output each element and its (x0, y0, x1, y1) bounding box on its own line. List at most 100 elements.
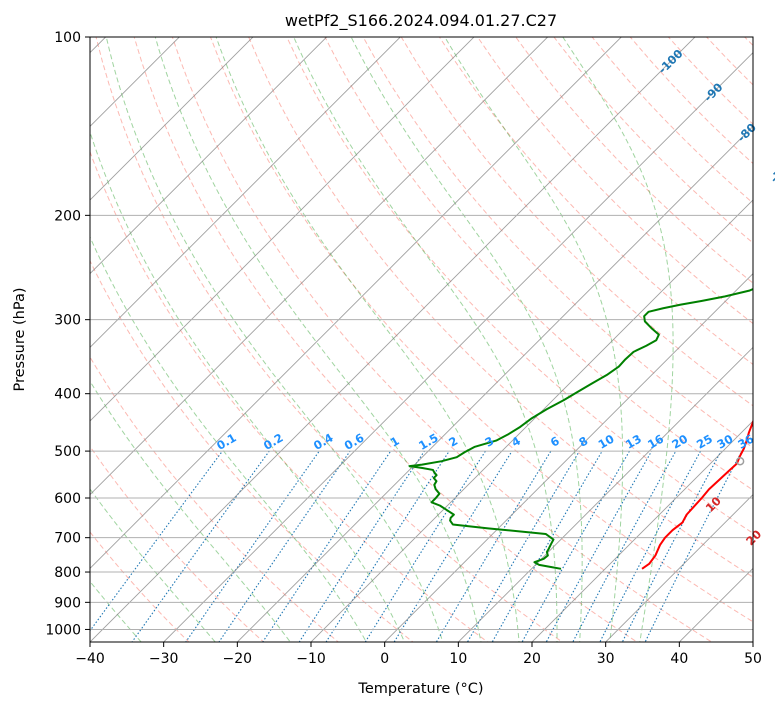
y-tick-label: 800 (54, 565, 81, 581)
dry-adiabat (90, 445, 265, 642)
mixing-ratio-line (621, 450, 722, 642)
moist-adiabat (90, 488, 216, 642)
mixing-ratio-line (262, 450, 392, 642)
plot-frame (89, 36, 754, 643)
dry-adiabat (362, 37, 753, 449)
isotherm-line (457, 346, 753, 642)
moist-adiabat (154, 37, 482, 642)
mixing-ratio-label: 30 (715, 432, 736, 452)
dry-adiabat (209, 37, 753, 623)
isotherm-line (163, 52, 753, 642)
x-tick-label: −30 (149, 651, 179, 667)
x-tick-label: 10 (449, 651, 467, 667)
mixing-ratio-label: 20 (669, 432, 690, 452)
moist-adiabat (562, 37, 674, 642)
mixing-ratio-label: 0.4 (311, 430, 336, 452)
x-tick-label: −40 (75, 651, 105, 667)
mixing-ratio-line (545, 450, 653, 642)
dry-adiabat (705, 37, 753, 86)
moist-adiabat (90, 235, 367, 642)
moist-adiabat (90, 380, 291, 642)
moist-adiabat (90, 130, 406, 642)
pressure-gridlines (90, 37, 753, 630)
isotherm-line (90, 37, 622, 569)
x-axis-title: Temperature (°C) (357, 681, 483, 697)
mixing-ratio-label: 1.5 (416, 430, 441, 452)
lcl-marker (735, 456, 745, 466)
dry-adiabat (171, 37, 713, 642)
mixing-ratio-label: 25 (694, 432, 715, 452)
dry-adiabat (286, 37, 753, 534)
moist-adiabat (293, 37, 558, 642)
x-axis: −40 −30 −20 −10 0 10 20 30 40 50 (75, 642, 762, 667)
dry-adiabat (400, 37, 753, 407)
y-tick-label: 500 (54, 444, 81, 460)
mixing-ratio-label: 0.1 (214, 430, 239, 452)
isotherm-line (678, 567, 753, 642)
mixing-ratio-label: 0.6 (342, 430, 367, 452)
y-tick-label: 600 (54, 491, 81, 507)
isotherm-line (384, 273, 753, 642)
dry-adiabat (476, 37, 753, 325)
dry-adiabat (756, 10, 775, 654)
skewed-isotherms (90, 37, 753, 642)
isotherm-line (90, 37, 696, 642)
mixing-ratio-line (466, 450, 580, 642)
dewpoint-line (408, 287, 753, 570)
mixing-ratio-label: 36 (735, 432, 756, 452)
moist-adiabat (215, 37, 520, 642)
y-tick-label: 200 (54, 208, 81, 224)
profiles (408, 287, 753, 570)
mixing-ratio-line (644, 450, 743, 642)
y-tick-label: 900 (54, 595, 81, 611)
dry-adiabat (90, 259, 414, 642)
isotherm-line (605, 494, 753, 642)
isotherm-label: 20 (743, 527, 764, 548)
mixing-ratio-label: 8 (576, 434, 590, 450)
isotherm-line (90, 37, 180, 127)
y-axis: 100 200 300 400 500 600 700 800 900 1000 (45, 30, 90, 638)
isotherm-label: -70 (767, 161, 775, 186)
dry-adiabat (629, 37, 753, 165)
y-tick-label: 400 (54, 387, 81, 403)
y-tick-label: 700 (54, 531, 81, 547)
x-tick-label: 30 (597, 651, 615, 667)
mixing-ratio-line (393, 450, 513, 642)
dry-adiabat (744, 37, 753, 47)
dry-adiabat (90, 356, 339, 642)
dry-adiabat (248, 37, 753, 578)
dry-adiabat (90, 150, 489, 642)
dry-adiabat (90, 531, 190, 642)
mixing-ratio-line (90, 450, 223, 632)
mixing-ratio-label: 16 (645, 432, 666, 452)
x-tick-label: −20 (223, 651, 253, 667)
mixing-ratio-label: 13 (623, 432, 644, 452)
y-axis-title: Pressure (hPa) (12, 287, 28, 391)
mixing-ratio-line (491, 450, 603, 642)
x-tick-label: 40 (670, 651, 688, 667)
isotherm-line (752, 641, 753, 642)
mixing-ratio-lines (90, 450, 743, 642)
dry-adiabat (515, 37, 753, 284)
x-tick-label: 0 (380, 651, 389, 667)
mixing-ratio-line (325, 450, 450, 642)
moist-adiabats (90, 37, 674, 642)
mixing-ratio-label: 10 (596, 432, 617, 452)
moist-adiabat (105, 37, 444, 642)
isotherm-line (90, 37, 254, 201)
mixing-ratio-label: 1 (388, 434, 402, 450)
isotherm-line (531, 420, 753, 642)
chart-title: wetPf2_S166.2024.094.01.27.C27 (285, 11, 557, 31)
x-tick-label: −10 (296, 651, 326, 667)
mixing-ratio-line (599, 450, 702, 642)
isotherm-line (90, 37, 549, 496)
dry-adiabat (667, 37, 753, 125)
x-tick-label: 20 (523, 651, 541, 667)
isotherm-line (90, 37, 475, 422)
dry-adiabats (90, 10, 775, 654)
isotherm-line (90, 37, 328, 275)
isotherm-line (310, 199, 753, 642)
y-tick-label: 1000 (45, 622, 81, 638)
isotherm-line (236, 125, 753, 642)
